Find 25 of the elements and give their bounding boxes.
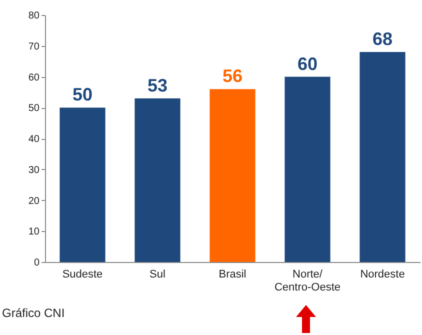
- x-tick-label: Sudeste: [62, 268, 103, 280]
- data-label: 56: [222, 66, 243, 86]
- data-label: 50: [72, 84, 93, 105]
- y-tick-label: 70: [28, 41, 40, 52]
- y-tick-label: 0: [34, 258, 40, 268]
- y-tick-label: 10: [28, 226, 40, 238]
- data-label: 68: [372, 29, 393, 50]
- data-label: 53: [147, 75, 168, 96]
- text: Gráfico CNI: [2, 306, 65, 320]
- y-tick-label: 50: [28, 103, 40, 114]
- x-tick-label: Sul: [150, 268, 166, 280]
- y-tick-label: 30: [28, 164, 40, 176]
- bar: [134, 98, 180, 262]
- bar: [60, 108, 106, 262]
- y-tick-label: 40: [28, 134, 40, 145]
- y-tick-label: 20: [28, 196, 40, 207]
- y-tick-label: 60: [28, 72, 40, 84]
- x-tick-label: Nordeste: [360, 268, 405, 280]
- bar: [360, 52, 406, 262]
- x-tick-label: Brasil: [218, 268, 246, 280]
- x-tick-label: Norte/ Centro-Oeste: [274, 268, 341, 294]
- data-label: 60: [297, 54, 318, 74]
- bar: [284, 76, 330, 262]
- y-tick-label: 80: [28, 10, 40, 22]
- bar: [210, 89, 256, 262]
